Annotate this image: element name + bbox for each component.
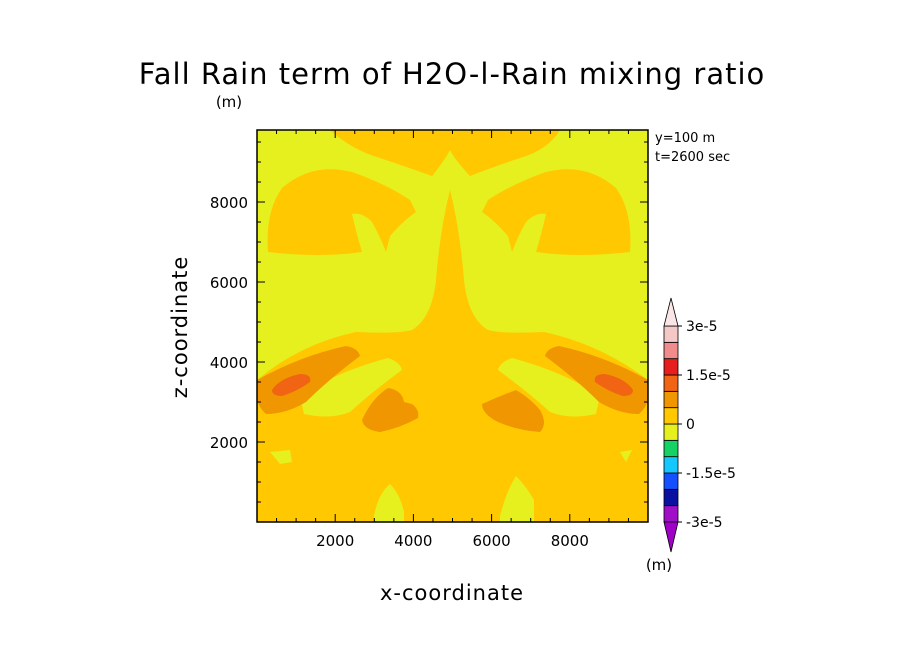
contour-upper-right-lobe [482, 169, 631, 255]
contour-right-lower-blob [482, 390, 544, 432]
y-tick-label: 4000 [210, 354, 248, 372]
contour-yellow-patch-2 [374, 484, 404, 522]
contour-top-strip [330, 130, 560, 176]
colorbar-swatch [663, 407, 679, 425]
colorbar-swatch [663, 456, 679, 474]
colorbar-swatch [663, 358, 679, 376]
colorbar-swatch [663, 439, 679, 458]
colorbar-under-triangle [663, 521, 679, 553]
colorbar-swatch [663, 505, 679, 523]
y-tick-label: 2000 [210, 434, 248, 452]
colorbar-unit-label: (m) [646, 556, 672, 574]
contour-left-lower-blob [362, 388, 419, 432]
colorbar: 3e-5 1.5e-5 0 -1.5e-5 -3e-5 [663, 297, 736, 553]
colorbar-label: 1.5e-5 [686, 368, 731, 384]
contour-yellow-patch-3 [500, 476, 534, 522]
contour-yellow-patch-1 [270, 450, 292, 464]
x-axis-title: x-coordinate [380, 581, 524, 605]
colorbar-over-triangle [663, 297, 679, 327]
x-tick-label: 2000 [316, 532, 354, 550]
chart-title: Fall Rain term of H2O-l-Rain mixing rati… [139, 57, 766, 91]
title-unit-label: (m) [216, 93, 242, 111]
info-time: t=2600 sec [655, 150, 730, 165]
contour-left-yellow-band [300, 358, 402, 417]
contour-right-core [594, 374, 633, 396]
y-axis-title: z-coordinate [168, 256, 192, 399]
contour-left-core [272, 374, 311, 396]
colorbar-swatch [663, 341, 679, 360]
contour-lower-layer [257, 190, 648, 522]
colorbar-swatch [663, 423, 679, 441]
colorbar-label: -1.5e-5 [686, 466, 736, 482]
x-tick-label: 8000 [551, 532, 589, 550]
colorbar-swatch [663, 390, 679, 409]
info-y-position: y=100 m [655, 131, 715, 146]
x-tick-label: 4000 [394, 532, 432, 550]
colorbar-label: -3e-5 [686, 515, 723, 531]
contour-upper-left-lobe [267, 169, 416, 255]
plot-axes: 2000 4000 6000 8000 2000 4000 6000 8000 [210, 129, 649, 550]
colorbar-label: 0 [686, 417, 695, 433]
contour-yellow-patch-4 [620, 450, 632, 462]
contour-field [257, 130, 648, 522]
colorbar-swatch [663, 374, 679, 392]
contour-right-yellow-band [498, 358, 600, 417]
y-tick-label: 8000 [210, 194, 248, 212]
colorbar-label: 3e-5 [686, 319, 717, 335]
colorbar-swatch [663, 472, 679, 490]
colorbar-swatch [663, 488, 679, 507]
x-tick-label: 6000 [473, 532, 511, 550]
y-tick-label: 6000 [210, 274, 248, 292]
colorbar-swatch [663, 325, 679, 343]
